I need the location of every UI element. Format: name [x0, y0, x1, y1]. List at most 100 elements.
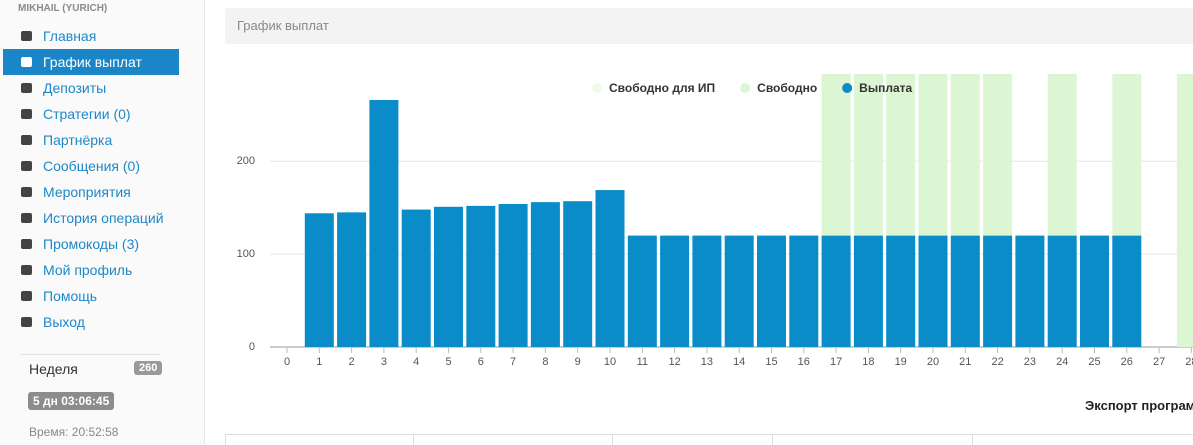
menu-icon — [21, 239, 32, 249]
bar — [886, 74, 916, 236]
menu-icon — [21, 187, 32, 197]
menu-item[interactable]: График выплат — [3, 49, 179, 75]
bar — [1015, 235, 1045, 347]
table-header-cell — [612, 434, 773, 445]
menu-item[interactable]: Стратегии (0) — [3, 101, 179, 127]
x-tick-label: 5 — [445, 356, 451, 368]
x-tick-label: 10 — [604, 356, 616, 368]
bar — [853, 74, 883, 236]
x-tick-label: 6 — [478, 356, 484, 368]
y-tick-label: 0 — [249, 341, 255, 353]
bar — [983, 235, 1013, 347]
bar — [1047, 74, 1077, 236]
x-tick-label: 23 — [1024, 356, 1036, 368]
timer: 5 дн 03:06:45 — [28, 392, 115, 410]
y-tick-label: 100 — [237, 248, 255, 260]
x-tick-label: 7 — [510, 356, 516, 368]
x-tick-label: 11 — [637, 356, 648, 368]
x-tick-label: 15 — [765, 356, 777, 368]
menu-label: Депозиты — [43, 80, 107, 96]
table-header-cell — [772, 434, 973, 445]
user-name[interactable]: MIKHAIL (YURICH) — [18, 3, 108, 14]
menu-item[interactable]: Помощь — [3, 283, 179, 309]
x-tick-label: 19 — [895, 356, 907, 368]
bar — [950, 74, 980, 236]
x-tick-label: 26 — [1121, 356, 1133, 368]
bar — [304, 213, 334, 347]
x-tick-label: 0 — [284, 356, 290, 368]
menu-item[interactable]: Партнёрка — [3, 127, 179, 153]
table-header-cell — [225, 434, 414, 445]
bar — [660, 235, 690, 347]
menu-item[interactable]: Главная — [3, 23, 179, 49]
export-button[interactable]: Экспорт програм — [1085, 398, 1193, 413]
menu-icon — [21, 213, 32, 223]
bar — [627, 235, 657, 347]
bar — [950, 235, 980, 347]
menu-label: График выплат — [43, 54, 142, 70]
menu-icon — [21, 109, 32, 119]
x-tick-label: 2 — [349, 356, 355, 368]
y-tick-label: 200 — [237, 155, 255, 167]
x-tick-label: 17 — [830, 356, 842, 368]
menu-item[interactable]: Сообщения (0) — [3, 153, 179, 179]
bar — [337, 212, 367, 347]
menu-item[interactable]: Депозиты — [3, 75, 179, 101]
bar — [434, 206, 463, 347]
x-tick-label: 1 — [316, 356, 322, 368]
bar — [821, 74, 851, 236]
bar — [821, 235, 851, 347]
x-tick-label: 27 — [1153, 356, 1165, 368]
table-header-cell — [413, 434, 613, 445]
x-tick-label: 22 — [991, 356, 1003, 368]
bar — [466, 205, 496, 347]
bar — [401, 209, 431, 347]
x-tick-label: 4 — [413, 356, 419, 368]
menu-label: Помощь — [43, 288, 98, 304]
menu-item[interactable]: История операций — [3, 205, 179, 231]
legend-marker — [842, 83, 853, 93]
menu-icon — [21, 57, 32, 67]
bar — [983, 74, 1013, 236]
menu-item[interactable]: Мероприятия — [3, 179, 179, 205]
legend-label: Выплата — [859, 81, 912, 95]
menu-item[interactable]: Выход — [3, 309, 179, 335]
menu-label: Мой профиль — [43, 262, 133, 278]
menu-label: Партнёрка — [43, 132, 113, 148]
bar — [789, 235, 819, 347]
legend-label: Свободно — [757, 81, 817, 95]
menu-label: Сообщения (0) — [43, 158, 140, 174]
bar — [1112, 74, 1142, 236]
x-tick-label: 3 — [381, 356, 387, 368]
bar — [886, 235, 916, 347]
menu-item[interactable]: Промокоды (3) — [3, 231, 179, 257]
legend-label: Свободно для ИП — [609, 81, 715, 95]
x-tick-label: 16 — [798, 356, 810, 368]
bar — [692, 235, 722, 347]
menu-icon — [21, 161, 32, 171]
menu-icon — [21, 83, 32, 93]
bar — [1176, 74, 1193, 347]
bar — [757, 235, 786, 347]
menu-icon — [21, 265, 32, 275]
sidebar: MIKHAIL (YURICH) Неделя 260 5 дн 03:06:4… — [0, 0, 205, 444]
week-badge: 260 — [134, 361, 163, 375]
x-tick-label: 20 — [927, 356, 939, 368]
legend-marker — [740, 83, 751, 93]
menu-icon — [21, 317, 32, 327]
menu-icon — [21, 291, 32, 301]
divider — [20, 354, 161, 355]
bar — [918, 235, 948, 347]
bar — [369, 100, 399, 347]
bar — [498, 204, 528, 347]
menu-item[interactable]: Мой профиль — [3, 257, 179, 283]
menu-label: Промокоды (3) — [43, 236, 140, 252]
x-tick-label: 14 — [733, 356, 745, 368]
x-tick-label: 12 — [668, 356, 680, 368]
breadcrumb: График выплат — [225, 8, 1193, 44]
x-tick-label: 21 — [959, 356, 971, 368]
legend-marker — [592, 83, 602, 93]
x-tick-label: 8 — [542, 356, 548, 368]
